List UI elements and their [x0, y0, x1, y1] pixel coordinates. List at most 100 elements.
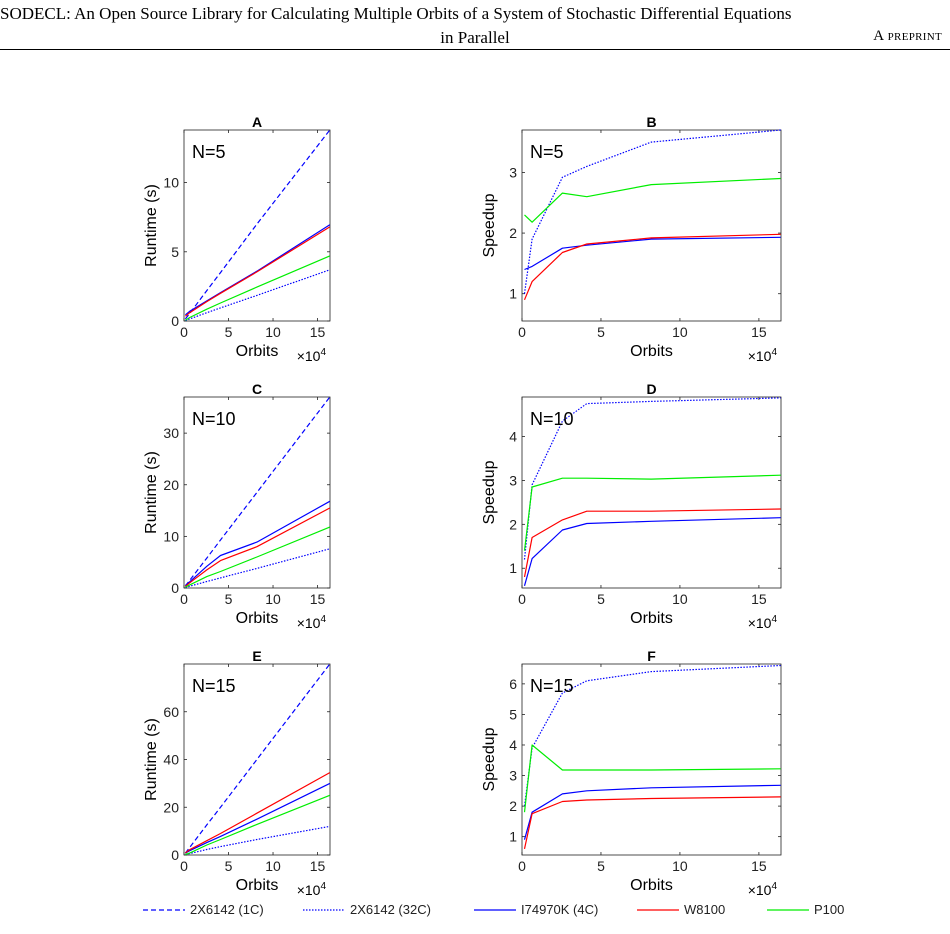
axes-frame — [183, 663, 331, 856]
x-multiplier: ×104 — [748, 881, 778, 898]
y-axis-label: Speedup — [481, 727, 498, 791]
x-tick-label: 15 — [751, 858, 767, 874]
legend-label: 2X6142 (1C) — [190, 902, 264, 917]
series-line-i74970k-4c — [185, 500, 331, 586]
axes-frame — [521, 663, 782, 856]
x-tick-label: 0 — [518, 591, 526, 607]
x-tick-label: 0 — [180, 324, 188, 340]
x-tick-label: 15 — [751, 324, 767, 340]
y-tick-label: 30 — [163, 425, 179, 441]
panel-a: 0 5 10 15 0 5 10 A N=5 Orbits Runtime (s) ×104 — [143, 114, 331, 364]
legend-label: W8100 — [684, 902, 725, 917]
preprint-tag: A preprint — [873, 28, 942, 44]
y-tick-label: 4 — [509, 737, 517, 753]
x-multiplier: ×104 — [297, 614, 327, 631]
y-tick-label: 2 — [509, 225, 517, 241]
y-tick-label: 40 — [163, 752, 179, 768]
series-line-2x6142-1c — [184, 663, 331, 854]
panel-annotation: N=10 — [192, 409, 236, 429]
series-line-2x6142-32c — [185, 548, 330, 589]
y-tick-label: 0 — [171, 847, 179, 863]
x-axis-label: Orbits — [630, 877, 673, 894]
panel-title: C — [252, 381, 262, 397]
series-line-2x6142-1c — [184, 129, 331, 320]
legend-label: I74970K (4C) — [521, 902, 598, 917]
x-tick-label: 5 — [225, 591, 233, 607]
series-line-w8100 — [523, 233, 781, 301]
y-tick-label: 5 — [509, 706, 517, 722]
x-tick-label: 10 — [265, 591, 281, 607]
x-tick-label: 5 — [597, 858, 605, 874]
series-line-i74970k-4c — [524, 236, 781, 271]
x-tick-label: 15 — [310, 591, 326, 607]
x-axis-label: Orbits — [236, 343, 279, 360]
series-line-p100 — [523, 474, 781, 551]
series-line-i74970k-4c — [185, 782, 331, 854]
x-tick-label: 5 — [597, 324, 605, 340]
paper-title-line2: in Parallel — [440, 28, 510, 47]
x-tick-label: 5 — [597, 591, 605, 607]
x-tick-label: 15 — [310, 858, 326, 874]
x-tick-label: 5 — [225, 858, 233, 874]
y-tick-label: 3 — [509, 164, 517, 180]
x-tick-label: 15 — [751, 591, 767, 607]
x-multiplier: ×104 — [748, 614, 778, 631]
y-tick-label: 1 — [509, 829, 517, 845]
x-multiplier: ×104 — [297, 347, 327, 364]
y-axis-label: Runtime (s) — [143, 184, 160, 267]
y-tick-label: 20 — [163, 477, 179, 493]
y-axis-label: Runtime (s) — [143, 718, 160, 801]
panel-f: 0 5 10 15 1 2 3 4 5 6 F N=15 Orbits Speedup ×104 — [481, 648, 782, 898]
page-header: SODECL: An Open Source Library for Calcu… — [0, 0, 950, 50]
y-tick-label: 2 — [509, 516, 517, 532]
y-tick-label: 6 — [509, 676, 517, 692]
x-multiplier: ×104 — [748, 347, 778, 364]
x-tick-label: 0 — [180, 591, 188, 607]
x-tick-label: 10 — [265, 858, 281, 874]
axes-frame — [183, 396, 331, 589]
x-tick-label: 5 — [225, 324, 233, 340]
series-line-p100 — [185, 794, 331, 856]
x-axis-label: Orbits — [630, 343, 673, 360]
panel-annotation: N=15 — [192, 676, 236, 696]
x-axis-label: Orbits — [236, 877, 279, 894]
legend-label: 2X6142 (32C) — [350, 902, 431, 917]
panel-annotation: N=15 — [530, 676, 574, 696]
x-tick-label: 0 — [518, 858, 526, 874]
y-tick-label: 2 — [509, 798, 517, 814]
series-line-w8100 — [185, 226, 331, 317]
series-line-p100 — [185, 255, 331, 321]
y-tick-label: 0 — [171, 313, 179, 329]
panel-title: F — [647, 648, 656, 664]
panel-e: 0 5 10 15 0 20 40 60 E N=15 Orbits Runtime (s) ×104 — [143, 648, 331, 898]
panel-title: B — [646, 114, 656, 130]
panel-title: E — [252, 648, 261, 664]
series-line-i74970k-4c — [523, 517, 781, 586]
series-line-2x6142-32c — [523, 397, 781, 560]
y-axis-label: Speedup — [481, 460, 498, 524]
x-axis-label: Orbits — [236, 610, 279, 627]
y-tick-label: 0 — [171, 580, 179, 596]
panel-b: 0 5 10 15 1 2 3 B N=5 Orbits Speedup ×104 — [481, 114, 782, 364]
panel-c: 0 5 10 15 0 10 20 30 C N=10 Orbits Runtime (s) ×104 — [143, 381, 331, 631]
y-tick-label: 3 — [509, 472, 517, 488]
axes-frame — [521, 129, 782, 322]
series-line-p100 — [185, 526, 331, 588]
y-axis-label: Runtime (s) — [143, 451, 160, 534]
series-line-2x6142-32c — [185, 269, 330, 322]
y-tick-label: 1 — [509, 286, 517, 302]
series-line-2x6142-1c — [184, 396, 331, 587]
paper-title-line1: SODECL: An Open Source Library for Calcu… — [0, 4, 792, 23]
y-tick-label: 60 — [163, 704, 179, 720]
panel-d: 0 5 10 15 1 2 3 4 D N=10 Orbits Speedup ×104 — [481, 381, 782, 631]
panel-annotation: N=10 — [530, 409, 574, 429]
y-tick-label: 20 — [163, 799, 179, 815]
x-tick-label: 10 — [672, 858, 688, 874]
panel-annotation: N=5 — [530, 142, 564, 162]
x-tick-label: 10 — [265, 324, 281, 340]
panel-annotation: N=5 — [192, 142, 226, 162]
x-tick-label: 10 — [672, 591, 688, 607]
legend-label: P100 — [814, 902, 844, 917]
panel-title: D — [646, 381, 656, 397]
